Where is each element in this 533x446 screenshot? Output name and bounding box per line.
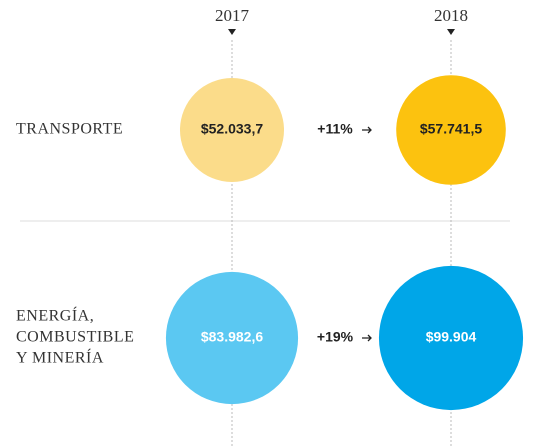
arrow	[362, 334, 372, 342]
bubble	[165, 271, 299, 405]
category-label: COMBUSTIBLE	[16, 329, 134, 346]
year-label: 2017	[215, 6, 250, 25]
year-label: 2018	[434, 6, 468, 25]
category-label: TRANSPORTE	[16, 121, 123, 138]
category-label: ENERGÍA,	[16, 306, 94, 325]
year-marker	[228, 29, 236, 35]
category-label: Y MINERÍA	[16, 348, 104, 367]
change-label: +19%	[317, 329, 354, 345]
bubble	[396, 75, 506, 185]
change-label: +11%	[317, 121, 353, 137]
arrows	[362, 126, 372, 342]
arrow	[362, 126, 372, 134]
value-label: $52.033,7	[201, 121, 263, 137]
value-label: $57.741,5	[420, 121, 482, 137]
bubble	[378, 265, 524, 411]
year-marker	[447, 29, 455, 35]
bubble	[179, 77, 285, 183]
value-label: $99.904	[426, 329, 477, 345]
value-label: $83.982,6	[201, 329, 263, 345]
